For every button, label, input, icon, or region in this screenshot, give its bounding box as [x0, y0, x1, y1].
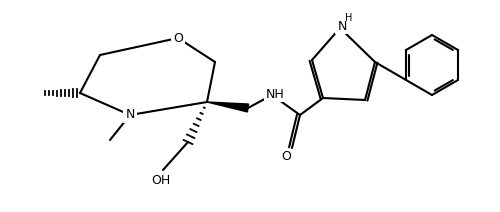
Text: H: H	[346, 13, 352, 23]
Text: OH: OH	[152, 173, 171, 187]
Text: N: N	[126, 109, 134, 121]
Text: N: N	[338, 20, 346, 32]
Text: O: O	[173, 32, 183, 45]
Text: NH: NH	[266, 88, 284, 100]
Polygon shape	[207, 102, 248, 112]
Text: O: O	[281, 151, 291, 163]
